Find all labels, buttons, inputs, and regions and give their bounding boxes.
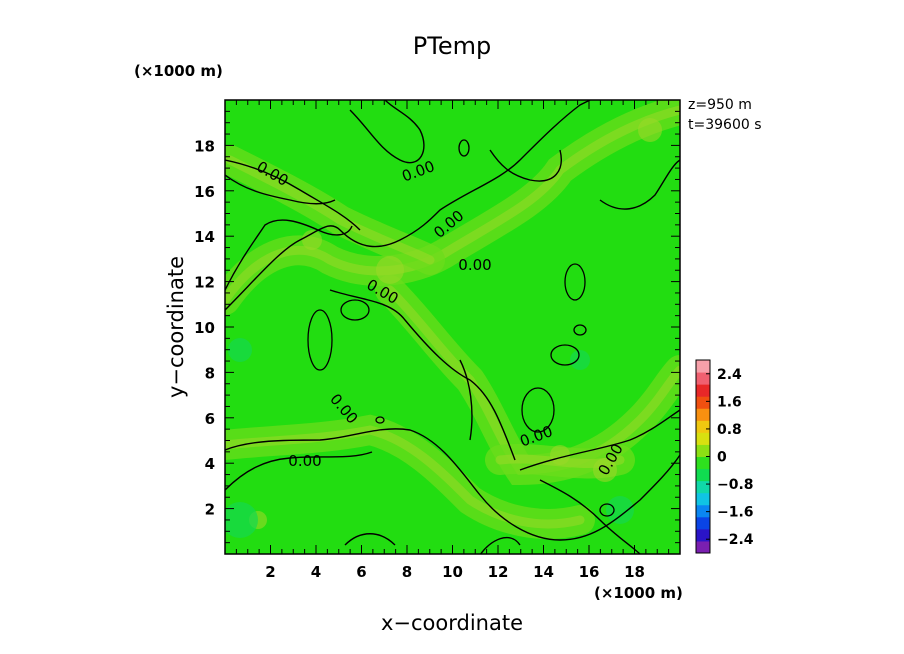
contour-line-10 — [349, 100, 425, 164]
contour-line-5 — [225, 451, 373, 491]
contour-line-11 — [489, 149, 562, 182]
x-tick-label-5: 12 — [488, 563, 509, 581]
y-tick-label-4: 10 — [194, 319, 215, 337]
x-tick-label-3: 8 — [402, 563, 412, 581]
colorbar-label-4: −0.8 — [717, 477, 754, 493]
colorbar-label-3: 0 — [717, 450, 727, 466]
cool-patch-2 — [606, 496, 634, 524]
warm-spot-0 — [376, 256, 404, 284]
colorbar-label-0: 2.4 — [717, 367, 742, 383]
contour-line-13 — [479, 536, 521, 554]
colorbar-segment-3 — [696, 504, 710, 518]
colorbar-segment-5 — [696, 480, 710, 494]
y-tick-label-3: 8 — [205, 364, 215, 382]
colorbar-segment-9 — [696, 432, 710, 445]
y-tick-label-0: 2 — [205, 501, 215, 519]
contour-blob-1 — [550, 344, 580, 366]
colorbar-segment-13 — [696, 384, 710, 397]
colorbar-segment-4 — [696, 492, 710, 506]
height-annotation: z=950 m — [688, 97, 752, 113]
colorbar-segment-12 — [696, 396, 710, 409]
y-tick-label-5: 12 — [194, 274, 215, 292]
contour-line-12 — [599, 159, 680, 210]
contour-blob-6 — [599, 503, 615, 517]
contour-blob-8 — [307, 309, 333, 371]
contour-line-6 — [329, 289, 516, 461]
warm-core-0 — [225, 105, 680, 305]
colorbar-segment-0 — [696, 540, 710, 554]
contour-line-9 — [539, 479, 641, 554]
cool-patch-0 — [225, 502, 258, 538]
cool-patch-1 — [570, 350, 590, 370]
colorbar-label-1: 1.6 — [717, 394, 742, 410]
colorbar-label-2: 0.8 — [717, 422, 742, 438]
y-tick-label-7: 16 — [194, 183, 215, 201]
y-tick-label-2: 6 — [205, 410, 215, 428]
x-tick-label-1: 4 — [311, 563, 321, 581]
y-axis-scale-note: (×1000 m) — [134, 62, 223, 80]
y-tick-label-1: 4 — [205, 455, 215, 473]
contour-blob-4 — [340, 299, 370, 321]
y-tick-label-8: 18 — [194, 137, 215, 155]
y-tick-label-6: 14 — [194, 228, 215, 246]
chart-title: PTemp — [412, 32, 492, 60]
contour-line-8 — [519, 409, 680, 471]
contour-blob-5 — [458, 139, 470, 157]
x-tick-label-7: 16 — [579, 563, 600, 581]
warm-spot-2 — [302, 230, 322, 250]
cool-patch-3 — [228, 338, 252, 362]
x-tick-label-0: 2 — [265, 563, 275, 581]
colorbar-segment-10 — [696, 420, 710, 433]
colorbar-segment-1 — [696, 528, 710, 542]
x-tick-label-4: 10 — [442, 563, 463, 581]
contour-line-7 — [459, 359, 473, 441]
warm-spot-1 — [593, 458, 617, 482]
contour-line-3 — [225, 174, 336, 205]
contour-line-14 — [344, 533, 396, 546]
contour-line-2 — [225, 159, 361, 231]
x-tick-label-8: 18 — [624, 563, 645, 581]
contour-line-4 — [225, 428, 680, 541]
colorbar-label-5: −1.6 — [717, 505, 754, 521]
x-tick-label-2: 6 — [356, 563, 366, 581]
colorbar-segment-11 — [696, 408, 710, 421]
colorbar-segment-2 — [696, 516, 710, 530]
contour-label-3: 0.00 — [458, 256, 491, 274]
colorbar-label-6: −2.4 — [717, 532, 754, 548]
colorbar-segment-7 — [696, 456, 710, 470]
colorbar-segment-14 — [696, 372, 710, 385]
contour-line-1 — [225, 219, 353, 291]
warm-spot-3 — [638, 118, 662, 142]
x-axis-label: x−coordinate — [380, 611, 524, 635]
warm-spot-5 — [550, 445, 570, 465]
contour-blob-0 — [564, 263, 586, 301]
warm-core-1 — [225, 155, 435, 265]
time-annotation: t=39600 s — [688, 117, 762, 133]
contour-blob-2 — [573, 324, 587, 336]
contour-label-6: 0.00 — [288, 452, 321, 470]
contour-blob-3 — [521, 387, 555, 433]
colorbar-segment-8 — [696, 444, 710, 457]
contour-blob-7 — [375, 416, 385, 424]
colorbar-segment-15 — [696, 360, 710, 373]
colorbar-segment-6 — [696, 468, 710, 482]
x-axis-scale-note: (×1000 m) — [594, 584, 683, 602]
x-tick-label-6: 14 — [533, 563, 554, 581]
contour-line-0 — [225, 100, 591, 311]
